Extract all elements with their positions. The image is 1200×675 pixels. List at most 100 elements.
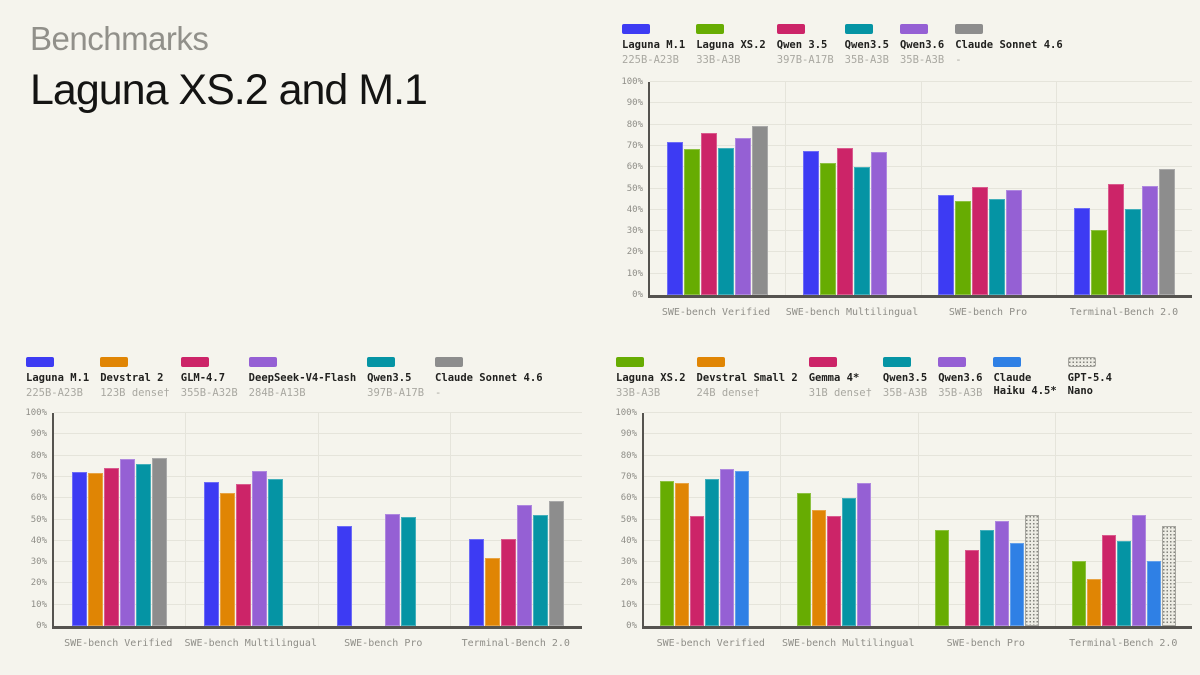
legend-swatch	[696, 24, 725, 34]
bar	[468, 538, 484, 626]
legend-model-name: Qwen3.6	[938, 372, 983, 384]
y-tick-label: 70%	[626, 140, 643, 151]
bar	[72, 471, 88, 626]
legend-model-name: Laguna M.1	[622, 39, 686, 51]
legend-model-name: Devstral 2	[100, 372, 164, 384]
x-category-label: SWE-bench Verified	[661, 307, 771, 318]
y-tick-label: 40%	[620, 535, 637, 546]
bar	[797, 492, 812, 626]
legend-model-name: Claude Sonnet 4.6	[435, 372, 543, 384]
legend-model-name: Claude	[993, 372, 1032, 384]
legend-swatch	[367, 357, 396, 367]
legend-model-name: Qwen3.5	[882, 372, 928, 384]
bar	[700, 133, 717, 295]
bar	[705, 479, 720, 626]
legend-model-size: 35B-A3B	[938, 387, 983, 400]
legend-model-name: Laguna M.1	[26, 372, 90, 384]
y-axis-labels: 0% 10% 20% 30% 40% 50% 60% 70% 80% 90% 100%	[621, 77, 648, 300]
category-group	[1056, 82, 1192, 295]
bar	[400, 517, 416, 626]
y-tick-label: 50%	[626, 183, 643, 194]
y-tick-label: 40%	[30, 535, 47, 546]
benchmark-chart-bottom-right: Laguna XS.2 33B-A3B Devstral Small 2 24B de…	[615, 357, 1192, 649]
bar	[938, 194, 955, 295]
bar	[236, 484, 252, 626]
y-tick-label: 20%	[30, 578, 47, 589]
bar	[994, 520, 1009, 626]
legend-model-size: -	[435, 387, 442, 400]
y-tick-label: 50%	[30, 514, 47, 525]
bar	[104, 468, 120, 626]
y-tick-label: 10%	[620, 599, 637, 610]
legend-swatch	[844, 24, 873, 34]
benchmark-chart-bottom-left: Laguna M.1 225B-A23B Devstral 2 123B dense†…	[25, 357, 582, 649]
bar	[1131, 515, 1146, 626]
y-tick-label: 40%	[626, 204, 643, 215]
page-title: Laguna XS.2 and M.1	[30, 66, 428, 114]
legend-model-size: 397B-A17B	[367, 387, 425, 400]
legend-item: Laguna XS.2 33B-A3B	[696, 24, 766, 66]
bar	[836, 148, 853, 295]
x-category-label: SWE-bench Multilingual	[184, 638, 317, 649]
legend-item: DeepSeek-V4-Flash 284B-A13B	[248, 357, 356, 399]
legend-item: Qwen 3.5 397B-A17B	[776, 24, 834, 66]
y-axis-labels: 0% 10% 20% 30% 40% 50% 60% 70% 80% 90% 100%	[25, 408, 52, 631]
legend-item: Qwen3.5 35B-A3B	[844, 24, 889, 67]
legend-item: GPT-5.4 Nano	[1067, 357, 1112, 398]
bar	[842, 498, 857, 626]
category-group	[185, 413, 317, 626]
bar	[683, 149, 700, 295]
plot-row: 0% 10% 20% 30% 40% 50% 60% 70% 80% 90% 100%	[621, 77, 1192, 300]
legend-model-name-line2: Haiku 4.5*	[993, 385, 1057, 398]
legend-swatch	[100, 357, 129, 367]
y-tick-label: 60%	[626, 162, 643, 173]
legend-model-size: 35B-A3B	[844, 54, 889, 67]
bar	[220, 492, 236, 626]
legend-swatch	[180, 357, 209, 367]
y-tick-label: 30%	[30, 557, 47, 568]
x-category-label: SWE-bench Pro	[344, 638, 423, 649]
x-category-label: Terminal-Bench 2.0	[1069, 307, 1179, 318]
x-category-label: Terminal-Bench 2.0	[1069, 638, 1178, 649]
legend-item: Claude Sonnet 4.6 -	[435, 357, 543, 400]
legend-item: GLM-4.7 355B-A32B	[180, 357, 238, 399]
bar	[1161, 525, 1176, 626]
legend-model-size: 123B dense†	[100, 387, 170, 400]
legend-model-size: 24B dense†	[696, 387, 760, 400]
legend-swatch	[808, 357, 837, 367]
bar	[1116, 540, 1131, 626]
legend-item: Qwen3.5 397B-A17B	[367, 357, 424, 399]
legend-swatch	[696, 357, 725, 367]
chart-legend: Laguna M.1 225B-A23B Laguna XS.2 33B-A3B Qwe…	[622, 24, 1192, 68]
legend-item: Claude Sonnet 4.6 -	[955, 24, 1063, 66]
legend-model-size: 225B-A23B	[26, 387, 83, 400]
legend-model-size: 35B-A3B	[882, 387, 928, 400]
bar	[979, 530, 994, 626]
y-tick-label: 100%	[621, 77, 643, 87]
y-tick-label: 100%	[25, 408, 47, 418]
bar	[1142, 186, 1159, 295]
bar	[870, 152, 887, 295]
y-tick-label: 70%	[30, 471, 47, 482]
bar	[660, 481, 675, 626]
bar	[989, 199, 1006, 295]
bar	[751, 125, 768, 295]
bar	[336, 525, 352, 626]
legend-swatch	[899, 24, 928, 34]
plot-area	[642, 412, 1192, 629]
bar	[1024, 515, 1039, 626]
y-tick-label: 90%	[626, 98, 643, 109]
bar	[120, 458, 136, 626]
bar	[1125, 208, 1142, 295]
y-tick-label: 20%	[620, 578, 637, 589]
y-tick-label: 90%	[620, 429, 637, 440]
y-tick-label: 60%	[30, 493, 47, 504]
legend-swatch	[882, 357, 911, 367]
x-category-label: SWE-bench Pro	[948, 307, 1028, 318]
bar	[204, 482, 220, 626]
bar	[384, 514, 400, 626]
y-tick-label: 90%	[30, 429, 47, 440]
y-tick-label: 10%	[626, 268, 643, 279]
legend-item: Gemma 4* 31B dense†	[808, 357, 872, 399]
legend-model-name: Gemma 4*	[808, 372, 860, 384]
